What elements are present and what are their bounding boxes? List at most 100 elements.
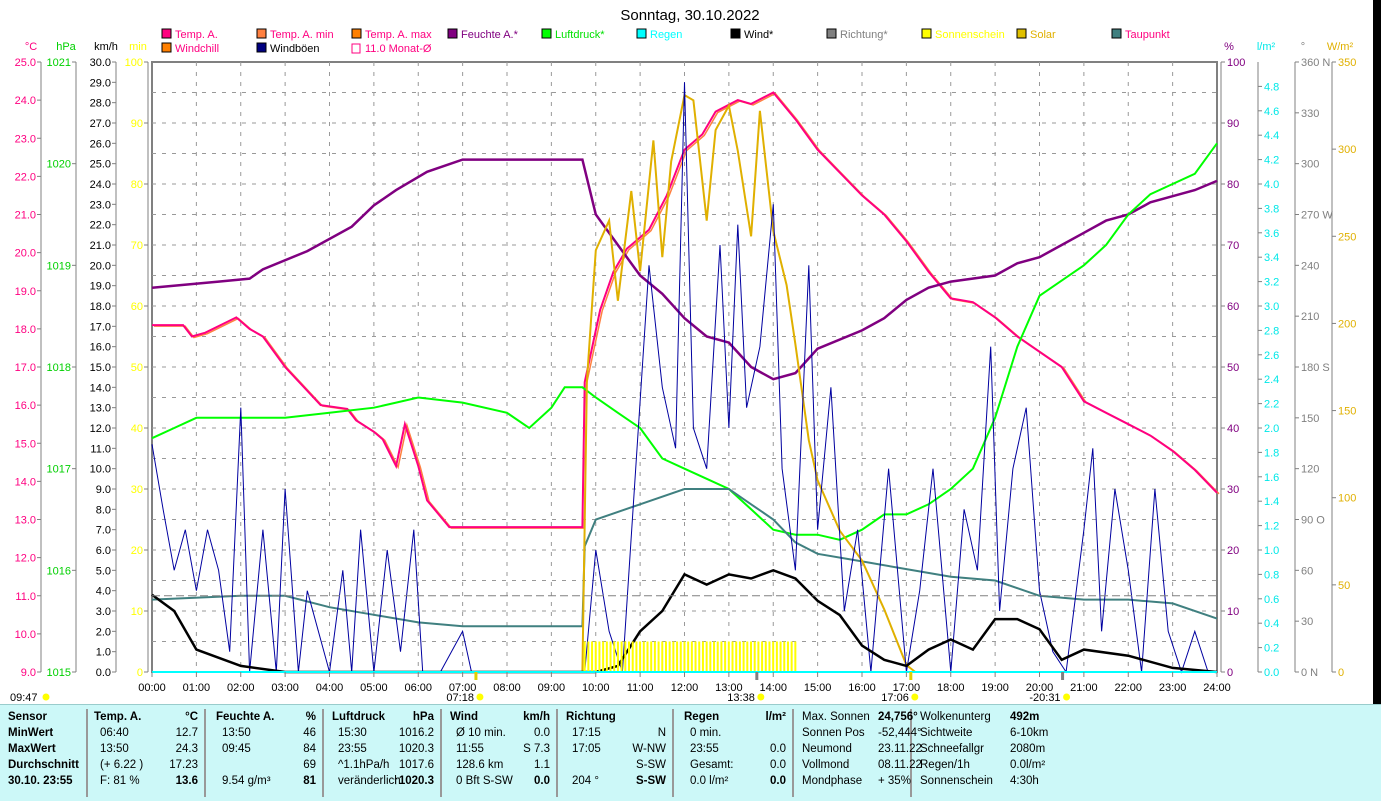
table-cell-value: S-SW xyxy=(635,759,666,771)
table-cell-value: N xyxy=(657,727,666,739)
wind-tick-label: 23.0 xyxy=(90,199,111,211)
table-cell-value: hPa xyxy=(412,711,434,723)
legend-swatch xyxy=(161,42,172,53)
temp-tick-label: 9.0 xyxy=(21,667,36,679)
x-tick-label: 00:00 xyxy=(138,682,166,694)
min-tick-label: 10 xyxy=(131,606,143,618)
table-row: Wolkenunterg 492m xyxy=(916,709,1066,725)
table-cell-label: Temp. A. xyxy=(94,711,142,723)
sun-event-time: -20:31 xyxy=(1029,692,1060,704)
table-cell-value: 0.0 xyxy=(534,775,550,787)
wind-axis-unit: km/h xyxy=(94,41,118,53)
sun-icon xyxy=(42,693,50,701)
wind-tick-label: 2.0 xyxy=(96,626,111,638)
x-tick-label: 10:00 xyxy=(582,682,610,694)
x-tick-label: 22:00 xyxy=(1114,682,1142,694)
table-row: 13:50 24.3 xyxy=(90,741,204,757)
x-tick-label: 09:00 xyxy=(538,682,566,694)
press-tick-label: 1015 xyxy=(47,667,71,679)
table-row: Sonnenschein 4:30h xyxy=(916,773,1066,789)
dir-tick-label: 270 W xyxy=(1301,210,1333,222)
axes: °C 9.0 10.0 11.0 12.0 13.0 14.0 15.0 16.0 17.0 18.… xyxy=(15,41,1357,679)
table-cell-label: MinWert xyxy=(8,727,54,739)
table-cell-label: Sichtweite xyxy=(920,727,973,739)
wind-tick-label: 5.0 xyxy=(96,565,111,577)
x-tick-label: 03:00 xyxy=(271,682,299,694)
table-cell-value: 46 xyxy=(303,727,316,739)
wind-tick-label: 17.0 xyxy=(90,321,111,333)
wind-tick-label: 4.0 xyxy=(96,586,111,598)
table-row: Mondphase + 35% xyxy=(798,773,911,789)
table-column: Feuchte A.% 13:50 46 09:45 84 69 9.54 g/m³ 81 xyxy=(212,709,324,797)
temp-tick-label: 11.0 xyxy=(15,591,36,603)
summary-table: Sensor MinWert MaxWert Durchschnitt 30.10. 2… xyxy=(0,704,1381,801)
table-row: 11:55 S 7.3 xyxy=(446,741,556,757)
sun-event-time: 07:18 xyxy=(446,692,474,704)
min-tick-label: 60 xyxy=(131,301,143,313)
temp-tick-label: 14.0 xyxy=(15,476,36,488)
table-cell-value: -52,444° xyxy=(878,727,922,739)
legend-label: Temp. A. max xyxy=(365,29,432,41)
hum-tick-label: 70 xyxy=(1227,240,1239,252)
legend-label: Luftdruck* xyxy=(555,29,605,41)
wind-tick-label: 29.0 xyxy=(90,77,111,89)
table-cell-value: % xyxy=(305,711,316,723)
solar-tick-label: 300 xyxy=(1338,144,1356,156)
legend-swatch xyxy=(256,42,267,53)
hum-axis-unit: % xyxy=(1224,41,1234,53)
table-cell-value: 1020.3 xyxy=(398,743,434,755)
luftdruck-line xyxy=(151,142,1218,541)
temp-tick-label: 16.0 xyxy=(15,400,36,412)
table-cell-value: 1.1 xyxy=(534,759,550,771)
dir-tick-label: 330 xyxy=(1301,108,1319,120)
x-tick-label: 11:00 xyxy=(627,682,654,694)
table-row: 09:45 84 xyxy=(212,741,322,757)
table-row: Richtung xyxy=(562,709,672,725)
legend-label: Wind* xyxy=(744,29,774,41)
rain-tick-label: 4.4 xyxy=(1264,130,1279,142)
table-column: Luftdruck hPa 15:30 1016.2 23:55 1020.3 ^1.1hP… xyxy=(328,709,442,797)
table-row: 15:30 1016.2 xyxy=(328,725,440,741)
dir-tick-label: 210 xyxy=(1301,311,1319,323)
rain-tick-label: 1.2 xyxy=(1264,521,1279,533)
x-tick-label: 04:00 xyxy=(316,682,344,694)
table-cell-value: S 7.3 xyxy=(523,743,550,755)
table-cell-value: 492m xyxy=(1010,711,1040,723)
table-row: veränderlich ↑1020.3 xyxy=(328,773,440,789)
table-cell-label: 11:55 xyxy=(456,743,484,755)
solar-tick-label: 200 xyxy=(1338,318,1356,330)
temp-tick-label: 20.0 xyxy=(15,248,36,260)
rain-tick-label: 1.6 xyxy=(1264,472,1279,484)
series xyxy=(151,82,1220,674)
dir-tick-label: 30 xyxy=(1301,616,1313,628)
table-cell-value: 0.0 xyxy=(770,775,786,787)
legend-label: Regen xyxy=(650,29,682,41)
wind-tick-label: 19.0 xyxy=(90,281,111,293)
x-axis: 00:00 01:00 02:00 03:00 04:00 05:00 06:00 07:00… xyxy=(10,672,1231,704)
table-cell-label: 15:30 xyxy=(338,727,367,739)
table-row: Sichtweite 6-10km xyxy=(916,725,1066,741)
table-cell-label: 0 Bft S-SW xyxy=(456,775,513,787)
table-cell-label: Wolkenunterg xyxy=(920,711,991,723)
table-row: 0.0 l/m² 0.0 xyxy=(680,773,792,789)
x-tick-label: 15:00 xyxy=(804,682,832,694)
temp-tick-label: 21.0 xyxy=(15,210,36,222)
sun-event-time: 13:38 xyxy=(727,692,755,704)
legend-label: Temp. A. min xyxy=(270,29,334,41)
rain-tick-label: 3.2 xyxy=(1264,277,1279,289)
dir-tick-label: 360 N xyxy=(1301,57,1330,69)
table-row: 17:15 N xyxy=(562,725,672,741)
tempa-line xyxy=(152,91,1218,529)
sun-icon xyxy=(1063,693,1071,701)
dir-tick-label: 0 N xyxy=(1301,667,1318,679)
table-cell-label: Feuchte A. xyxy=(216,711,275,723)
table-row: (+ 6.22 ) 17.23 xyxy=(90,757,204,773)
legend-label: Solar xyxy=(1030,29,1056,41)
x-tick-label: 13:00 xyxy=(715,682,743,694)
x-tick-label: 17:00 xyxy=(893,682,921,694)
windben-line xyxy=(151,82,1217,674)
table-row: 23:55 0.0 xyxy=(680,741,792,757)
dir-tick-label: 180 S xyxy=(1301,362,1330,374)
table-column: Wind km/h Ø 10 min. 0.0 11:55 S 7.3 128.6 km 1.… xyxy=(446,709,558,797)
table-cell-label: 17:15 xyxy=(572,727,601,739)
